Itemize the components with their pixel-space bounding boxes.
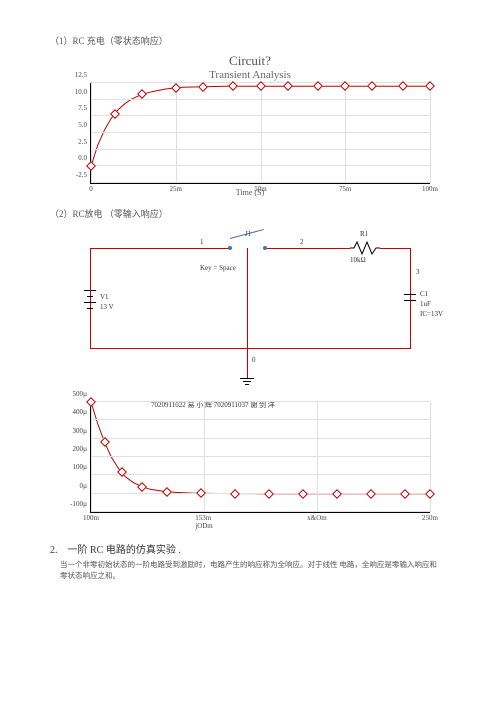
wire — [380, 248, 410, 249]
gridline — [204, 402, 205, 512]
vsource-icon — [84, 290, 96, 291]
ytick-label: 12.5 — [75, 71, 91, 79]
ytick-label: 7.5 — [78, 104, 91, 112]
xtick-label: x&Om — [307, 512, 326, 522]
chart1-xlabel: Time (S) — [40, 188, 460, 197]
xtick-label: 100m — [83, 512, 99, 522]
chart2-area: 7020911022 易 小 辉 7020911037 谢 剑 洋 -100µ0… — [90, 402, 430, 513]
gridline — [91, 511, 430, 512]
chart1-area: -2.50.02.55.07.510.012.5025m50m75m100m — [90, 83, 430, 184]
gridline — [91, 456, 430, 457]
ytick-label: 300µ — [72, 427, 91, 435]
ground-icon — [243, 381, 251, 382]
xtick-label: 100m — [422, 183, 438, 193]
gridline — [430, 83, 431, 183]
label-key: Key = Space — [200, 264, 236, 272]
capacitor-icon — [404, 294, 416, 295]
label-c1ic: IC=13V — [420, 310, 443, 318]
xtick-label: 0 — [89, 183, 93, 193]
gridline — [91, 438, 430, 439]
gridline — [91, 401, 430, 402]
wire — [410, 248, 411, 348]
capacitor-icon — [404, 300, 416, 301]
circuit-diagram: J1 1 2 3 0 Key = Space V1 13 V R1 10kΩ C… — [90, 228, 430, 388]
gridline — [176, 83, 177, 183]
gridline — [91, 474, 430, 475]
ytick-label: 0µ — [79, 482, 91, 490]
wire — [265, 248, 350, 249]
switch-node — [263, 246, 267, 250]
gridline — [261, 83, 262, 183]
ground-icon — [240, 378, 254, 379]
ytick-label: 2.5 — [78, 138, 91, 146]
vsource-icon — [84, 302, 96, 303]
xtick-label: 250m — [422, 512, 438, 522]
gridline — [91, 419, 430, 420]
label-n3: 3 — [416, 268, 420, 276]
label-r1v: 10kΩ — [350, 256, 366, 264]
label-j1: J1 — [245, 230, 251, 238]
ytick-label: 5.0 — [78, 121, 91, 129]
chart1-title: Circuit? — [40, 53, 460, 69]
label-c1: C1 — [420, 290, 428, 298]
wire — [90, 248, 230, 249]
label-n2: 2 — [300, 238, 304, 246]
ytick-label: 200µ — [72, 445, 91, 453]
label-v1v: 13 V — [100, 303, 114, 311]
xtick-label: 153m jODm — [195, 512, 213, 530]
ytick-label: 100µ — [72, 463, 91, 471]
ground-icon — [245, 384, 249, 385]
section1-label: （1）RC 充电（零状态响应） — [50, 34, 460, 47]
ytick-label: 500µ — [72, 390, 91, 398]
label-v1: V1 — [100, 293, 109, 301]
label-n0: 0 — [252, 356, 256, 364]
gridline — [317, 402, 318, 512]
xtick-label: 75m — [339, 183, 351, 193]
label-c1v: 1uF — [420, 300, 431, 308]
wire — [90, 248, 91, 348]
ytick-label: 10.0 — [75, 88, 91, 96]
switch-node — [228, 246, 232, 250]
ytick-label: -2.5 — [76, 171, 91, 179]
wire — [90, 348, 411, 349]
section2-label: （2）RC放电 （零输入响应） — [50, 207, 460, 220]
vsource-icon — [87, 296, 93, 297]
label-n1: 1 — [200, 238, 204, 246]
body-text: 当一个非零初始状态的一阶电路受到激励时，电路产生的响应称为全响应。对于线性 电路… — [60, 560, 440, 581]
gridline — [345, 83, 346, 183]
ytick-label: -100µ — [70, 500, 91, 508]
gridline — [91, 402, 92, 512]
chart1-subtitle: Transient Analysis — [40, 69, 460, 81]
wire — [247, 248, 248, 378]
gridline — [91, 493, 430, 494]
xtick-label: 50m — [254, 183, 266, 193]
label-r1: R1 — [360, 230, 368, 238]
ytick-label: 400µ — [72, 408, 91, 416]
vsource-icon — [87, 308, 93, 309]
heading-2: 2. 一阶 RC 电路的仿真实验 . — [50, 541, 460, 556]
xtick-label: 25m — [170, 183, 182, 193]
resistor-icon — [350, 240, 380, 256]
